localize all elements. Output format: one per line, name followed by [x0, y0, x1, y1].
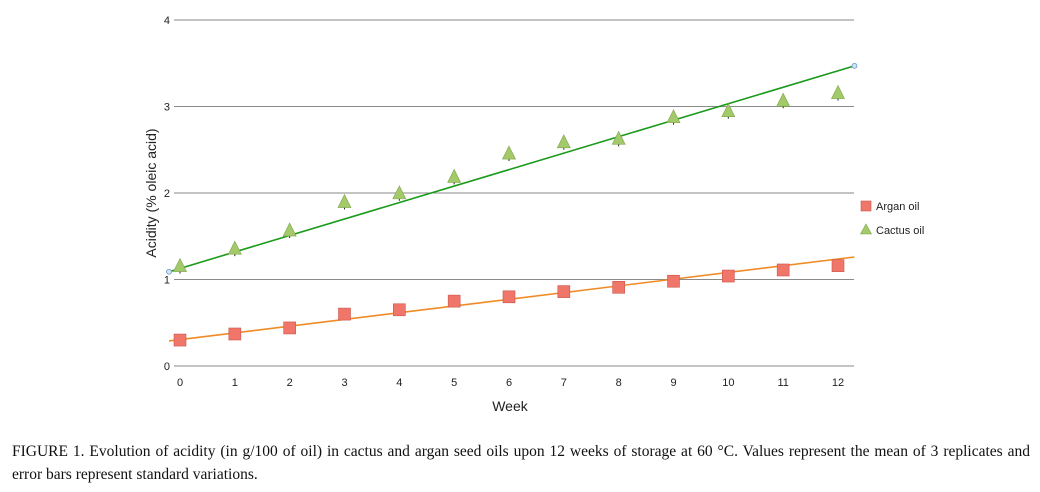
point-argan — [502, 290, 516, 304]
x-tick-label: 12 — [832, 377, 844, 389]
y-tick-label: 4 — [164, 15, 170, 27]
legend-swatch-argan — [860, 200, 872, 212]
point-cactus — [337, 193, 352, 208]
point-argan — [557, 285, 571, 298]
y-tick-label: 3 — [164, 102, 170, 114]
point-cactus — [282, 222, 297, 237]
x-tick-label: 10 — [722, 377, 734, 389]
point-argan — [776, 263, 790, 277]
point-cactus — [447, 168, 462, 183]
trendline-cactus — [168, 65, 855, 273]
gridlines — [174, 19, 854, 280]
trendline-endpoint — [851, 62, 858, 69]
trendline-endpoint — [166, 268, 172, 275]
point-cactus — [556, 134, 571, 149]
point-cactus — [831, 84, 845, 99]
figure-caption: FIGURE 1. Evolution of acidity (in g/100… — [12, 443, 1030, 483]
point-cactus — [666, 109, 681, 124]
legend-label-argan: Argan oil — [876, 201, 919, 213]
point-argan — [338, 307, 351, 321]
x-tick-label: 11 — [777, 377, 788, 389]
x-tick-label: 2 — [287, 377, 293, 389]
point-cactus — [611, 130, 626, 145]
point-cactus — [227, 240, 242, 255]
x-tick-label: 8 — [616, 377, 622, 389]
point-argan — [831, 259, 845, 272]
point-cactus — [502, 145, 516, 160]
point-argan — [283, 321, 296, 335]
point-argan — [667, 274, 680, 288]
point-cactus — [776, 92, 791, 107]
x-tick-label: 4 — [396, 377, 402, 389]
point-argan — [447, 294, 461, 308]
x-tick-label: 9 — [670, 377, 676, 389]
x-tick-label: 6 — [506, 377, 512, 389]
x-tick-label: 7 — [561, 377, 567, 389]
point-argan — [722, 269, 735, 283]
point-argan — [173, 333, 187, 347]
data-points — [173, 84, 845, 347]
point-argan — [228, 327, 242, 341]
x-axis-title: Week — [492, 398, 529, 414]
legend: Argan oil Cactus oil — [859, 200, 924, 237]
x-tick-label: 3 — [341, 377, 347, 389]
y-tick-label: 0 — [164, 361, 170, 373]
point-cactus — [392, 185, 407, 200]
x-tick-label: 0 — [177, 377, 183, 389]
point-cactus — [173, 257, 187, 272]
legend-item-cactus: Cactus oil — [859, 223, 924, 237]
y-tick-label: 1 — [164, 275, 170, 287]
legend-swatch-cactus — [859, 223, 873, 235]
y-tick-label: 2 — [164, 188, 170, 200]
legend-label-cactus: Cactus oil — [876, 225, 924, 237]
point-argan — [393, 303, 406, 317]
error-bars — [179, 86, 839, 347]
point-cactus — [721, 103, 736, 117]
x-tick-label: 1 — [232, 377, 238, 389]
x-tick-label: 5 — [451, 377, 457, 389]
point-argan — [612, 280, 625, 294]
y-axis-title: Acidity (% oleic acid) — [143, 128, 159, 257]
legend-item-argan: Argan oil — [860, 200, 919, 213]
